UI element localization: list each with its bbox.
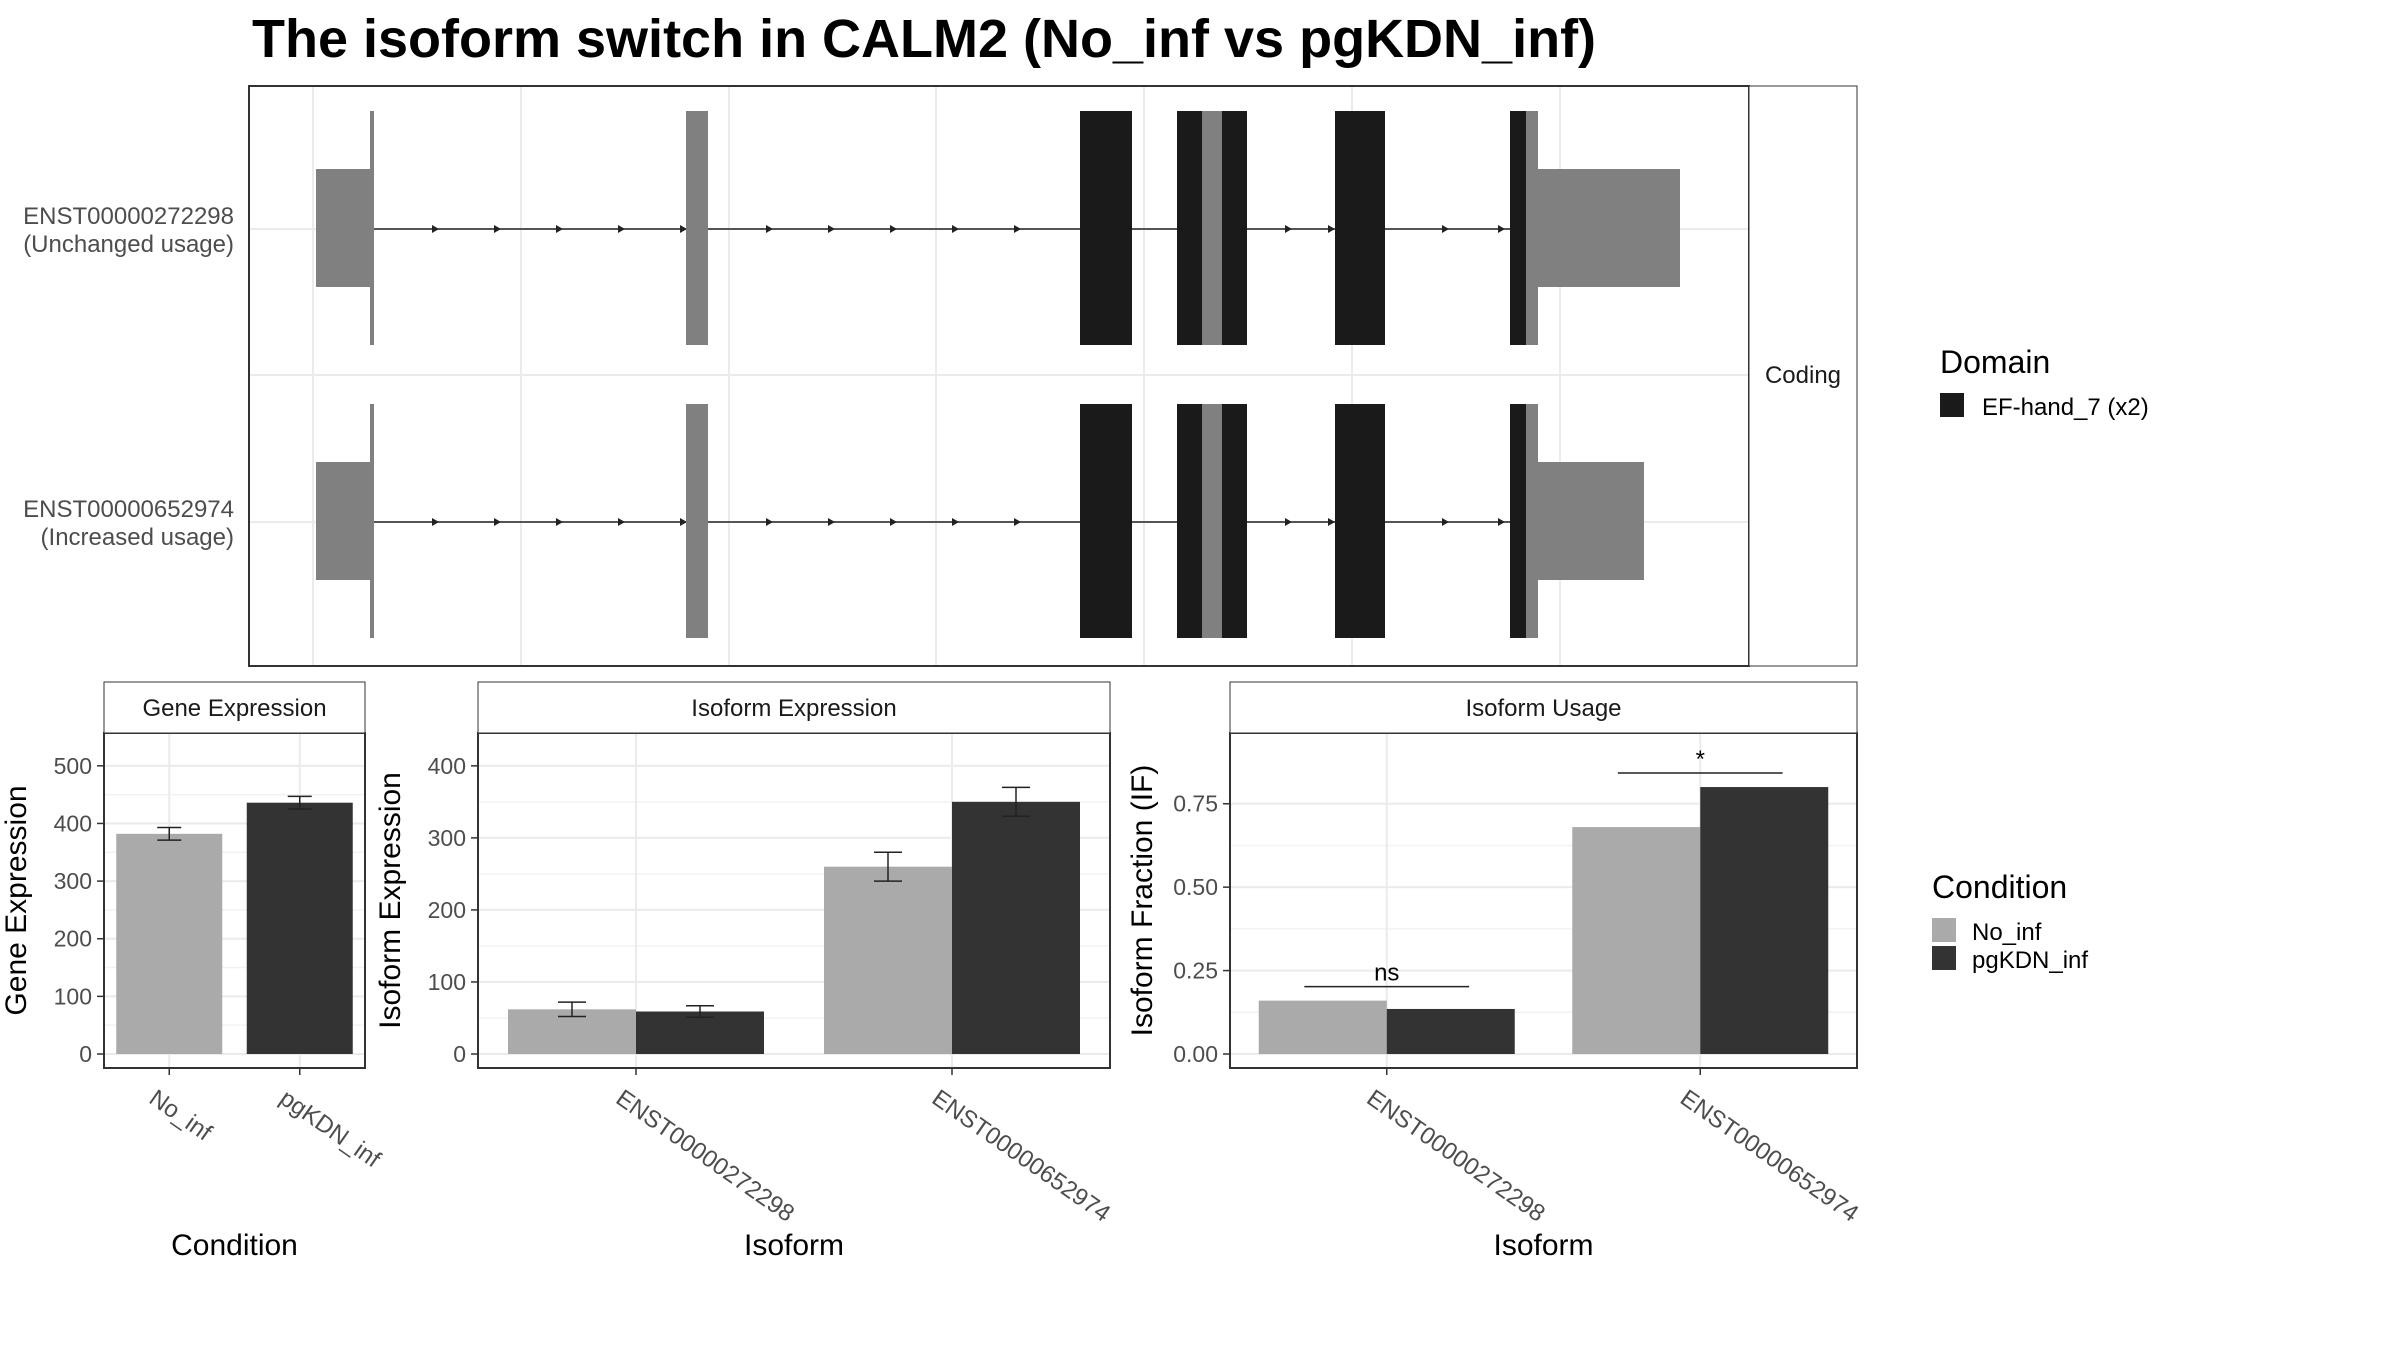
y-tick-label: 0: [79, 1041, 92, 1067]
y-tick-label: 200: [54, 926, 92, 952]
x-tick-label: ENST00000652974: [1675, 1085, 1863, 1228]
bar-no-inf: [1258, 1000, 1387, 1054]
bar-panel-1: Gene Expression 0 100 200 300 400 500 No_inf pgK…: [0, 681, 386, 1262]
y-tick-label: 0.50: [1173, 874, 1218, 900]
y-tick-label: 0.25: [1173, 958, 1218, 984]
panel-strip: [103, 681, 366, 734]
y-tick-label: 0.75: [1173, 791, 1218, 817]
coding-exon: [686, 111, 708, 345]
x-tick-label: pgKDN_inf: [275, 1085, 386, 1174]
y-tick-label: 0.00: [1173, 1041, 1218, 1067]
domain-legend: Domain EF-hand_7 (x2): [1940, 344, 2149, 421]
y-tick-label: 300: [54, 868, 92, 894]
panel-strip-label: Isoform Expression: [691, 695, 896, 722]
utr-exon: [316, 462, 372, 580]
y-tick-label: 100: [428, 969, 466, 995]
condition-legend-title: Condition: [1932, 869, 2067, 905]
domain-legend-swatch: [1940, 393, 1964, 417]
domain-gap: [1202, 404, 1222, 638]
x-tick-label: ENST00000652974: [927, 1085, 1115, 1228]
condition-legend: Condition No_inf pgKDN_inf: [1932, 869, 2088, 974]
bar-no-inf: [824, 866, 952, 1054]
bar-panel-2: Isoform Expression 0 100 200 300 400 ENST00000…: [374, 681, 1115, 1262]
y-tick-label: 200: [428, 897, 466, 923]
panel-strip: [477, 681, 1111, 734]
panel-strip: [1229, 681, 1858, 734]
y-tick-label: 400: [54, 810, 92, 836]
y-axis-title: Gene Expression: [0, 785, 33, 1015]
domain-exon: [1335, 111, 1385, 345]
bar-pgkdn-inf: [636, 1011, 764, 1054]
y-axis-title: Isoform Fraction (IF): [1126, 765, 1159, 1037]
structure-panel: Coding ENST00000272298 (Unchanged usage)…: [23, 85, 1858, 667]
transcript-id-label: ENST00000652974: [23, 496, 234, 523]
bar-pgkdn-inf: [952, 801, 1080, 1054]
transcript-track-2: [316, 404, 1644, 638]
coding-exon: [1526, 111, 1538, 345]
domain-exon: [1510, 404, 1526, 638]
domain-exon: [1335, 404, 1385, 638]
x-tick-label: ENST00000272298: [1362, 1085, 1550, 1228]
bar-pgkdn-inf: [1386, 1008, 1515, 1054]
bar-no-inf: [116, 833, 223, 1054]
panel-strip-label: Isoform Usage: [1465, 695, 1621, 722]
condition-legend-swatch-no-inf: [1932, 918, 1956, 942]
domain-legend-title: Domain: [1940, 344, 2050, 380]
facet-strip: [1748, 85, 1858, 667]
bar-panel-3: ns * Isoform Usage 0.00 0.25 0.50 0.75 ENST0000…: [1126, 681, 1863, 1262]
domain-exon: [1080, 111, 1132, 345]
utr-exon: [316, 169, 372, 287]
coding-exon: [1526, 404, 1538, 638]
y-tick-label: 100: [54, 983, 92, 1009]
y-axis-title: Isoform Expression: [374, 772, 407, 1029]
bar-pgkdn-inf: [246, 802, 353, 1054]
significance-label: ns: [1374, 960, 1399, 987]
x-axis-title: Isoform: [1493, 1229, 1593, 1262]
condition-legend-label-pgkdn-inf: pgKDN_inf: [1972, 947, 2088, 974]
x-axis-title: Condition: [171, 1229, 298, 1262]
intron-arrows: [432, 518, 1505, 526]
figure-title: The isoform switch in CALM2 (No_inf vs p…: [252, 9, 1596, 69]
y-tick-label: 300: [428, 825, 466, 851]
utr-exon: [1538, 462, 1644, 580]
coding-exon-edge: [370, 111, 374, 345]
panel-strip-label: Gene Expression: [142, 695, 326, 722]
x-axis-title: Isoform: [744, 1229, 844, 1262]
coding-exon: [686, 404, 708, 638]
domain-exon: [1080, 404, 1132, 638]
y-tick-label: 0: [453, 1041, 466, 1067]
facet-strip-label: Coding: [1765, 362, 1841, 389]
transcript-track-1: [316, 111, 1680, 345]
bar-no-inf: [1572, 827, 1701, 1054]
x-tick-label: No_inf: [144, 1085, 217, 1147]
significance-label: *: [1696, 746, 1705, 773]
domain-gap: [1202, 111, 1222, 345]
x-tick-label: ENST00000272298: [611, 1085, 799, 1228]
bar-panels: Gene Expression 0 100 200 300 400 500 No_inf pgK…: [0, 681, 1863, 1262]
transcript-usage-label: (Unchanged usage): [23, 231, 234, 258]
transcript-id-label: ENST00000272298: [23, 203, 234, 230]
domain-legend-label: EF-hand_7 (x2): [1982, 394, 2149, 421]
y-tick-label: 500: [54, 753, 92, 779]
intron-arrows: [432, 225, 1505, 233]
transcript-usage-label: (Increased usage): [41, 524, 234, 551]
bar-pgkdn-inf: [1700, 787, 1829, 1054]
y-tick-label: 400: [428, 753, 466, 779]
coding-exon-edge: [370, 404, 374, 638]
utr-exon: [1538, 169, 1680, 287]
domain-exon: [1510, 111, 1526, 345]
condition-legend-label-no-inf: No_inf: [1972, 919, 2042, 946]
condition-legend-swatch-pgkdn-inf: [1932, 946, 1956, 970]
